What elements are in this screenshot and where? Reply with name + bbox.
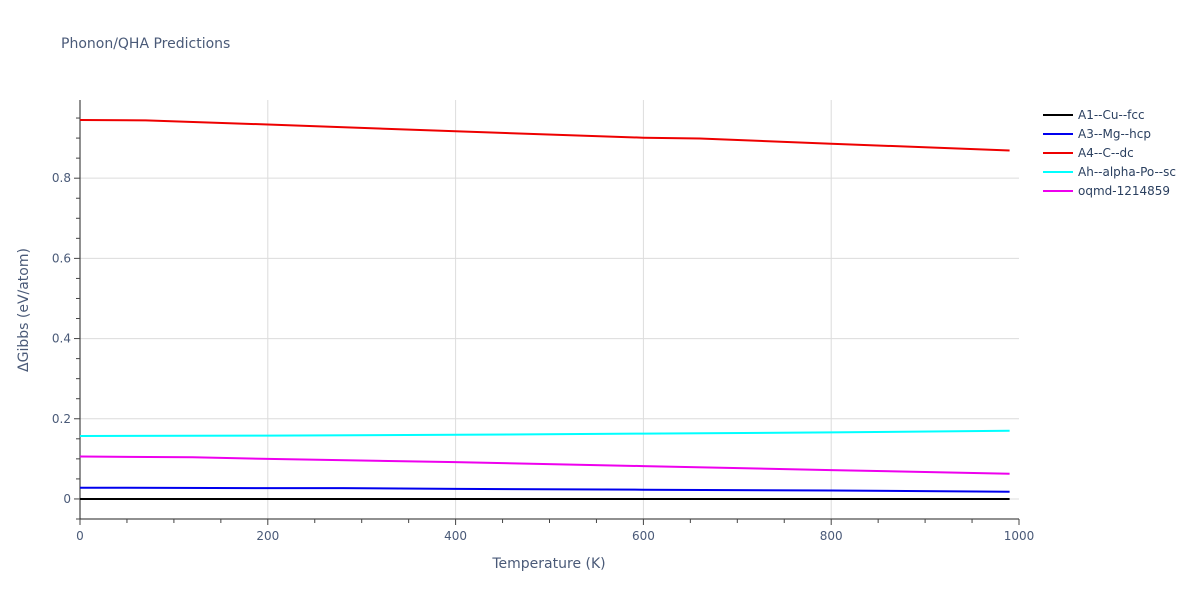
x-tick-label: 0 [76, 529, 84, 543]
y-axis-label: ΔGibbs (eV/atom) [16, 248, 32, 372]
x-tick-label: 200 [256, 529, 279, 543]
legend-label: Ah--alpha-Po--sc [1078, 165, 1176, 179]
x-tick-label: 1000 [1004, 529, 1035, 543]
chart-title: Phonon/QHA Predictions [61, 36, 231, 52]
x-tick-label: 800 [820, 529, 843, 543]
series-lines [79, 119, 1010, 500]
legend-label: A4--C--dc [1078, 146, 1134, 160]
legend-label: oqmd-1214859 [1078, 184, 1170, 198]
series-line-Ah--alpha-Po--sc [79, 429, 1010, 437]
x-tick-label: 600 [632, 529, 655, 543]
x-axis-label: Temperature (K) [491, 556, 605, 572]
grid-lines [80, 100, 1019, 519]
series-line-oqmd-1214859 [79, 455, 1010, 475]
y-tick-label: 0.8 [52, 171, 71, 185]
legend-label: A3--Mg--hcp [1078, 127, 1151, 141]
x-tick-label: 400 [444, 529, 467, 543]
y-tick-label: 0.4 [52, 332, 71, 346]
legend-label: A1--Cu--fcc [1078, 108, 1145, 122]
series-line-A3--Mg--hcp [79, 486, 1010, 493]
axes [74, 100, 1020, 525]
y-tick-label: 0 [63, 492, 71, 506]
y-tick-label: 0.6 [52, 251, 71, 265]
y-tick-label: 0.2 [52, 412, 71, 426]
tick-labels: 0 200 400 600 800 1000 0 0.2 0.4 0.6 0.8 [52, 171, 1034, 543]
legend: A1--Cu--fcc A3--Mg--hcp A4--C--dc Ah--alpha… [1043, 108, 1176, 198]
series-line-A4--C--dc [79, 119, 1010, 152]
